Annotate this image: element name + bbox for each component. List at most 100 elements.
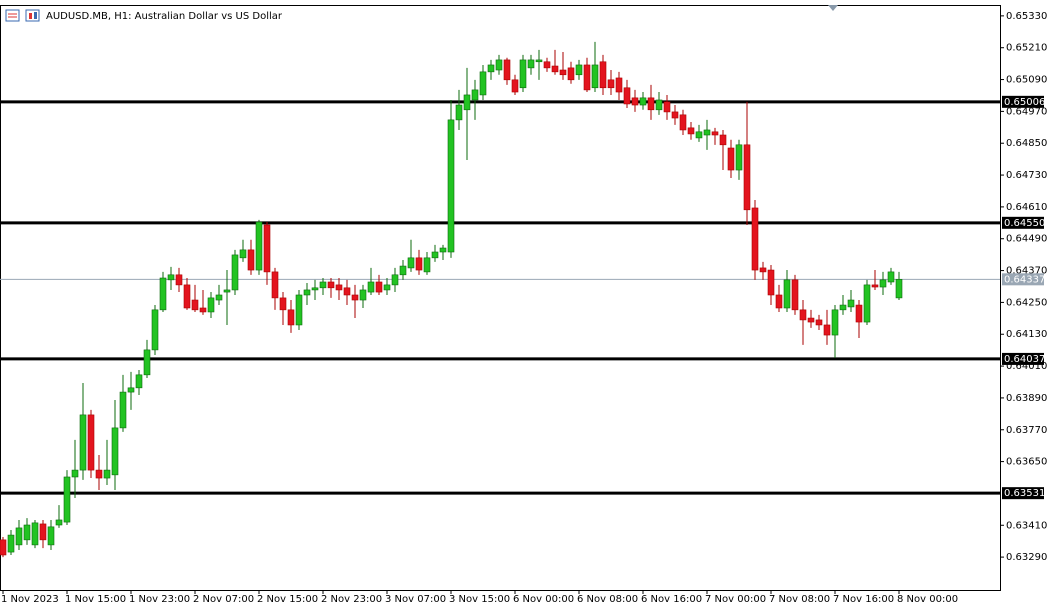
candle-body: [711, 131, 719, 136]
x-tick-label: 8 Nov 00:00: [897, 594, 958, 605]
y-tick-label: 0.64970: [1006, 106, 1047, 117]
candle-body: [39, 523, 47, 541]
x-tick-label: 1 Nov 2023: [1, 594, 59, 605]
candle-body: [71, 469, 79, 478]
x-tick-label: 1 Nov 23:00: [129, 594, 190, 605]
candle-body: [319, 281, 327, 289]
y-tick-label: 0.65090: [1006, 75, 1047, 86]
y-tick-label: 0.64490: [1006, 234, 1047, 245]
candle-body: [423, 257, 431, 273]
candle-body: [343, 287, 351, 296]
candle-body: [663, 101, 671, 113]
candle-body: [175, 274, 183, 286]
candle-body: [463, 94, 471, 111]
candle-body: [783, 279, 791, 309]
candle-body: [591, 64, 599, 89]
candle-body: [79, 414, 87, 471]
y-tick-label: 0.63290: [1006, 552, 1047, 563]
candle-body: [303, 289, 311, 296]
candle-body: [871, 284, 879, 288]
candle-body: [447, 119, 455, 253]
price-label: 0.64337: [1004, 274, 1045, 285]
candle-body: [367, 281, 375, 293]
icon: [25, 9, 40, 22]
candle-body: [583, 64, 591, 91]
candle-body: [631, 97, 639, 106]
x-tick-label: 7 Nov 16:00: [833, 594, 894, 605]
level-label-bg: [1002, 352, 1044, 365]
candle-body: [687, 127, 695, 135]
candle-body: [767, 269, 775, 296]
x-tick-label: 2 Nov 23:00: [321, 594, 382, 605]
candle-body: [207, 297, 215, 313]
candle-body: [543, 61, 551, 69]
candle-body: [407, 257, 415, 269]
icon: [5, 9, 20, 22]
candle-body: [527, 59, 535, 69]
candle-body: [623, 87, 631, 105]
level-label: 0.64037: [1004, 354, 1045, 365]
x-tick-label: 6 Nov 16:00: [641, 594, 702, 605]
x-tick-label: 7 Nov 00:00: [705, 594, 766, 605]
candle-body: [359, 289, 367, 301]
candle-body: [679, 114, 687, 131]
candle-body: [215, 294, 223, 301]
candle-body: [887, 271, 895, 283]
y-tick-label: 0.65330: [1006, 11, 1047, 22]
candle-body: [879, 279, 887, 288]
y-tick-label: 0.63890: [1006, 393, 1047, 404]
candle-body: [647, 97, 655, 111]
candle-body: [383, 284, 391, 291]
candle-body: [831, 309, 839, 336]
candle-body: [839, 304, 847, 311]
candle-body: [7, 534, 15, 553]
candle-body: [431, 251, 439, 259]
candle-body: [183, 284, 191, 309]
candle-body: [703, 129, 711, 136]
candle-body: [519, 59, 527, 89]
candle-body: [0, 539, 7, 556]
level-label: 0.63531: [1004, 488, 1045, 499]
candle-body: [559, 69, 567, 76]
candle-body: [727, 147, 735, 171]
candle-body: [55, 519, 63, 526]
candle-body: [127, 387, 135, 393]
candle-body: [815, 319, 823, 326]
toolbar-icons: [5, 9, 40, 22]
candle-body: [103, 469, 111, 479]
candle-body: [895, 279, 903, 299]
candle-body: [239, 249, 247, 259]
x-tick-label: 6 Nov 00:00: [513, 594, 574, 605]
candle-body: [351, 294, 359, 301]
candle-body: [719, 134, 727, 146]
price-label-bg: [1002, 273, 1044, 286]
candle-body: [855, 304, 863, 323]
candle-body: [823, 324, 831, 336]
x-tick-label: 2 Nov 15:00: [257, 594, 318, 605]
candle-body: [47, 526, 55, 546]
candle-body: [151, 309, 159, 351]
icon: [29, 13, 32, 19]
candle-body: [327, 281, 335, 289]
y-tick-label: 0.64730: [1006, 170, 1047, 181]
candle-body: [751, 207, 759, 271]
candle-body: [695, 131, 703, 139]
candle-body: [159, 277, 167, 311]
candle-body: [615, 77, 623, 93]
candle-body: [287, 309, 295, 326]
candle-body: [551, 65, 559, 73]
level-label-bg: [1002, 216, 1044, 229]
candle-body: [535, 59, 543, 63]
candle-body: [503, 59, 511, 81]
candle-body: [759, 267, 767, 273]
candle-body: [487, 64, 495, 73]
candle-body: [863, 284, 871, 323]
y-tick-label: 0.65210: [1006, 43, 1047, 54]
candle-body: [807, 317, 815, 323]
candle-body: [167, 274, 175, 281]
level-label: 0.64550: [1004, 218, 1045, 229]
candle-body: [607, 79, 615, 89]
candle-body: [263, 224, 271, 273]
candle-body: [311, 287, 319, 291]
candle-body: [735, 144, 743, 171]
